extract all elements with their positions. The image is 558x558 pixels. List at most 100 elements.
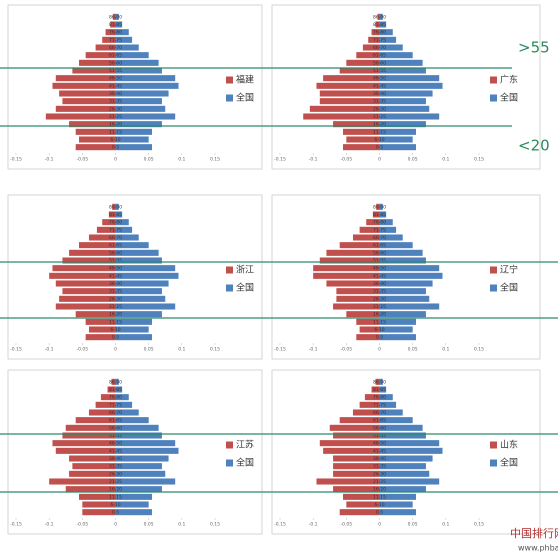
category-label: 21-25 — [373, 479, 386, 485]
category-label: 51-55 — [373, 433, 386, 439]
bar — [115, 36, 133, 43]
bar — [379, 136, 413, 143]
x-tick-label: 0.05 — [144, 347, 154, 353]
bar — [108, 211, 116, 218]
category-label: 26-30 — [109, 296, 122, 302]
bar — [379, 75, 440, 82]
bar — [95, 44, 116, 51]
category-label: 51-55 — [109, 68, 122, 74]
category-label: 41-45 — [373, 448, 386, 454]
category-label: 16-20 — [109, 122, 122, 128]
bar — [379, 455, 433, 462]
annotation: <20 — [518, 137, 550, 155]
x-tick-label: -0.05 — [77, 522, 89, 528]
category-label: 56-60 — [109, 425, 122, 431]
category-label: 16-20 — [109, 312, 122, 318]
bar — [346, 311, 380, 318]
bar — [115, 44, 139, 51]
bar — [379, 303, 440, 310]
category-label: 66-70 — [373, 410, 386, 416]
bar — [115, 440, 176, 447]
category-label: 36-40 — [373, 456, 386, 462]
bar — [115, 478, 176, 485]
legend-swatch — [226, 284, 233, 292]
category-label: 86-90 — [109, 379, 122, 385]
x-tick-label: 0.05 — [408, 522, 418, 528]
x-tick-label: -0.05 — [341, 347, 353, 353]
bar — [112, 13, 116, 20]
bar — [82, 501, 116, 508]
bar — [379, 13, 383, 20]
bar — [379, 44, 403, 51]
panel-frame — [271, 4, 541, 170]
bar — [115, 21, 123, 28]
watermark: www.phbang.cn — [518, 544, 558, 553]
category-label: 36-40 — [109, 456, 122, 462]
bar — [45, 113, 116, 120]
category-label: 41-45 — [373, 83, 386, 89]
bar — [379, 470, 430, 477]
category-label: 11-15 — [109, 319, 122, 325]
category-label: 66-70 — [109, 235, 122, 241]
bar — [379, 128, 416, 135]
bar — [115, 98, 162, 105]
bar — [379, 90, 433, 97]
bar — [379, 501, 413, 508]
bar — [115, 203, 119, 210]
bar — [379, 249, 423, 256]
bar — [346, 59, 380, 66]
x-tick-label: -0.15 — [10, 522, 22, 528]
bar — [333, 455, 380, 462]
category-label: 26-30 — [373, 106, 386, 112]
bar — [313, 272, 380, 279]
bar — [379, 211, 387, 218]
bar — [377, 13, 380, 20]
category-label: 51-55 — [373, 68, 386, 74]
category-label: 0-5 — [376, 335, 383, 341]
bar — [115, 470, 166, 477]
bar — [379, 440, 440, 447]
x-tick-label: 0.1 — [442, 522, 449, 528]
bar — [69, 455, 116, 462]
bar — [379, 295, 430, 302]
category-label: 76-80 — [373, 395, 386, 401]
category-label: 76-80 — [109, 30, 122, 36]
category-label: 36-40 — [373, 91, 386, 97]
bar — [379, 98, 426, 105]
legend-swatch — [490, 76, 497, 84]
x-tick-label: -0.1 — [309, 157, 318, 163]
bar — [55, 303, 116, 310]
bar — [115, 432, 162, 439]
bar — [323, 447, 380, 454]
legend-swatch — [226, 459, 233, 467]
bar — [55, 75, 116, 82]
category-label: 31-35 — [373, 464, 386, 470]
bar — [115, 280, 169, 287]
bar — [115, 52, 149, 59]
bar — [115, 144, 152, 151]
category-label: 11-15 — [109, 129, 122, 135]
legend-label: 全国 — [236, 282, 254, 294]
bar — [379, 272, 443, 279]
x-tick-label: 0.1 — [442, 347, 449, 353]
category-label: 6-10 — [374, 137, 384, 143]
legend-label: 全国 — [500, 92, 518, 104]
bar — [115, 226, 133, 233]
category-label: 81-85 — [109, 212, 122, 218]
bar — [379, 486, 426, 493]
category-label: 46-50 — [373, 76, 386, 82]
category-label: 0-5 — [112, 510, 119, 516]
bar — [115, 394, 129, 401]
bar — [115, 455, 169, 462]
category-label: 6-10 — [110, 327, 120, 333]
bar — [379, 203, 383, 210]
category-label: 86-90 — [373, 204, 386, 210]
bar — [62, 98, 116, 105]
category-label: 56-60 — [373, 60, 386, 66]
bar — [115, 90, 169, 97]
x-tick-label: -0.05 — [341, 522, 353, 528]
legend-label: 全国 — [500, 282, 518, 294]
category-label: 51-55 — [109, 433, 122, 439]
panel-frame — [7, 4, 263, 170]
